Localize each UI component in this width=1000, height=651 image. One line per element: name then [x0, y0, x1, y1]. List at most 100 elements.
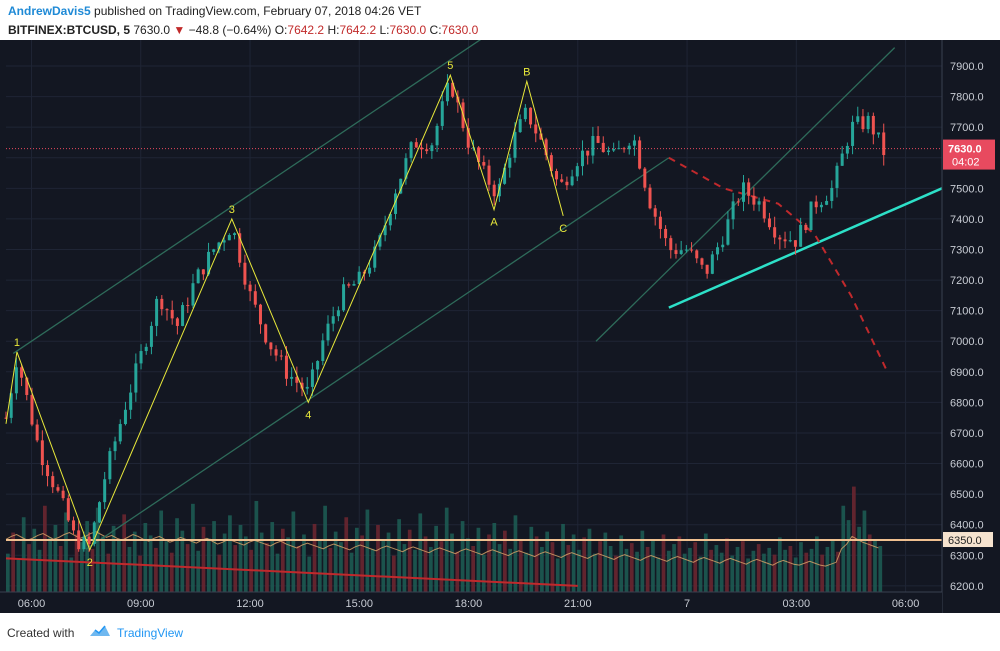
candle-body [845, 145, 849, 154]
candle-body [347, 284, 351, 286]
candle-body [690, 249, 694, 251]
volume-bar [323, 505, 327, 592]
volume-bar [735, 546, 740, 592]
volume-bar [259, 532, 264, 592]
candle-body [596, 135, 600, 143]
low-value: 7630.0 [389, 23, 427, 37]
candle-body [368, 267, 372, 274]
candle-body [835, 165, 839, 188]
candle-body [622, 148, 626, 150]
wave-label: 2 [87, 557, 93, 569]
volume-bar [587, 528, 592, 592]
candle-body [14, 367, 18, 394]
price-tick-label: 7200.0 [950, 275, 984, 287]
publish-line: AndrewDavis5 published on TradingView.co… [8, 4, 421, 18]
volume-bar [212, 521, 216, 592]
volume-bar [328, 547, 333, 592]
volume-bar [370, 548, 375, 592]
volume-bar [11, 532, 15, 592]
price-tick-label: 6500.0 [950, 489, 984, 501]
candle-body [212, 249, 216, 252]
volume-bar [793, 557, 798, 592]
price-axis[interactable]: 7900.07800.07700.07600.07500.07400.07300… [941, 40, 1000, 613]
price-tick-label: 7500.0 [950, 183, 984, 195]
candle-body [165, 309, 169, 311]
candle-body [700, 258, 704, 265]
close-label: C: [429, 23, 442, 37]
price-tick-label: 7700.0 [950, 122, 984, 134]
volume-bar [540, 546, 544, 592]
volume-bar [312, 523, 317, 592]
volume-bar [619, 535, 624, 592]
candle-body [783, 239, 787, 242]
candle-body [804, 224, 808, 230]
price-tick-label: 7000.0 [950, 336, 984, 348]
volume-bar [296, 546, 301, 592]
volume-bar [830, 540, 835, 592]
candle-body [274, 349, 278, 356]
volume-bar [730, 555, 735, 592]
candle-body [814, 201, 818, 208]
candle-body [643, 168, 647, 188]
candle-body [612, 149, 616, 151]
candle-body [544, 139, 548, 156]
candle-body [445, 82, 449, 102]
volume-bar [709, 549, 713, 592]
wave-label: 1 [14, 337, 20, 349]
candle-body [653, 208, 657, 217]
tradingview-logo-icon[interactable] [88, 624, 112, 643]
channel-line [595, 47, 896, 342]
candle-body [565, 181, 569, 186]
close-value: 7630.0 [441, 23, 479, 37]
volume-bar [873, 539, 877, 592]
current-price-value: 7630.0 [948, 144, 982, 156]
countdown-value: 04:02 [952, 157, 980, 169]
volume-bar [217, 554, 222, 592]
volume-bar [413, 549, 417, 592]
author-name[interactable]: AndrewDavis5 [8, 4, 91, 18]
candle-body [269, 342, 273, 350]
volume-bar [577, 549, 581, 592]
volume-bar [27, 544, 31, 592]
volume-bar [191, 503, 195, 592]
support-trendline [668, 187, 943, 309]
volume-bar [677, 536, 682, 592]
volume-bar [603, 532, 608, 592]
wave-annotations: 1 2 3 4 5 A B C [5, 60, 567, 569]
candle-body [233, 233, 237, 236]
candle-body [716, 247, 720, 255]
volume-bar [820, 554, 824, 592]
volume-bar [418, 513, 423, 592]
volume-bar [836, 551, 840, 592]
candle-body [674, 250, 678, 254]
candle-body [258, 304, 262, 325]
candlesticks [4, 74, 886, 553]
candle-body [175, 318, 179, 326]
price-tick-label: 7300.0 [950, 244, 984, 256]
volume-bar [64, 512, 68, 592]
volume-bar [138, 555, 142, 592]
volume-bar [349, 552, 354, 592]
high-value: 7642.2 [339, 23, 377, 37]
time-axis[interactable]: 06:00 09:00 12:00 15:00 18:00 21:00 7 03:00 06:0… [0, 591, 942, 613]
volume-bar [344, 517, 349, 592]
wave-label: 5 [447, 60, 453, 72]
volume-bar [857, 526, 861, 592]
volume-bar [275, 553, 280, 592]
volume-bar [286, 537, 290, 592]
price-tick-label: 6700.0 [950, 428, 984, 440]
volume-bar [148, 535, 153, 592]
volume-bar [767, 547, 772, 592]
volume-bar [16, 558, 21, 592]
candle-body [856, 116, 860, 122]
volume-bar [719, 552, 724, 592]
volume-bar [381, 540, 386, 592]
candle-body [549, 155, 553, 172]
price-axis-bg [942, 40, 1000, 613]
volume-bar [878, 546, 883, 592]
tradingview-brand-link[interactable]: TradingView [117, 626, 184, 640]
time-tick-label: 18:00 [455, 598, 483, 610]
candle-body [793, 240, 797, 247]
